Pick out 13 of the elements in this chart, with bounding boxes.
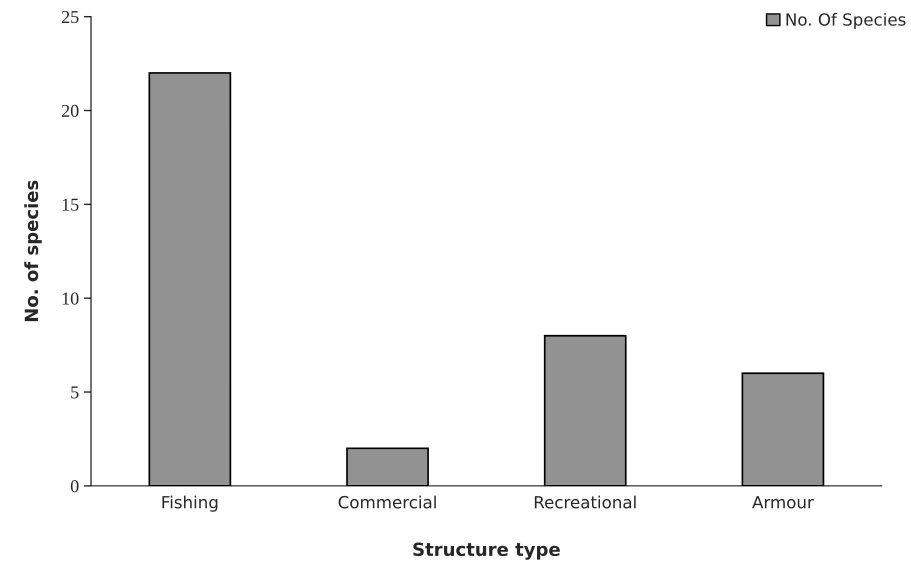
- legend-label: No. Of Species: [786, 12, 906, 30]
- y-tick-label: 25: [62, 10, 78, 24]
- x-tick-label: Recreational: [534, 496, 636, 508]
- y-axis-title: No. of species: [24, 180, 42, 322]
- y-tick-label: 0: [70, 480, 79, 492]
- x-tick-label: Armour: [752, 496, 814, 508]
- y-tick-label: 15: [62, 198, 78, 211]
- y-tick-label: 5: [71, 386, 78, 398]
- x-tick-label: Commercial: [338, 496, 436, 508]
- x-axis-title: Structure type: [413, 542, 560, 560]
- y-tick-label: 10: [62, 292, 79, 305]
- y-tick-label: 20: [62, 104, 79, 117]
- x-tick-label: Fishing: [162, 496, 218, 512]
